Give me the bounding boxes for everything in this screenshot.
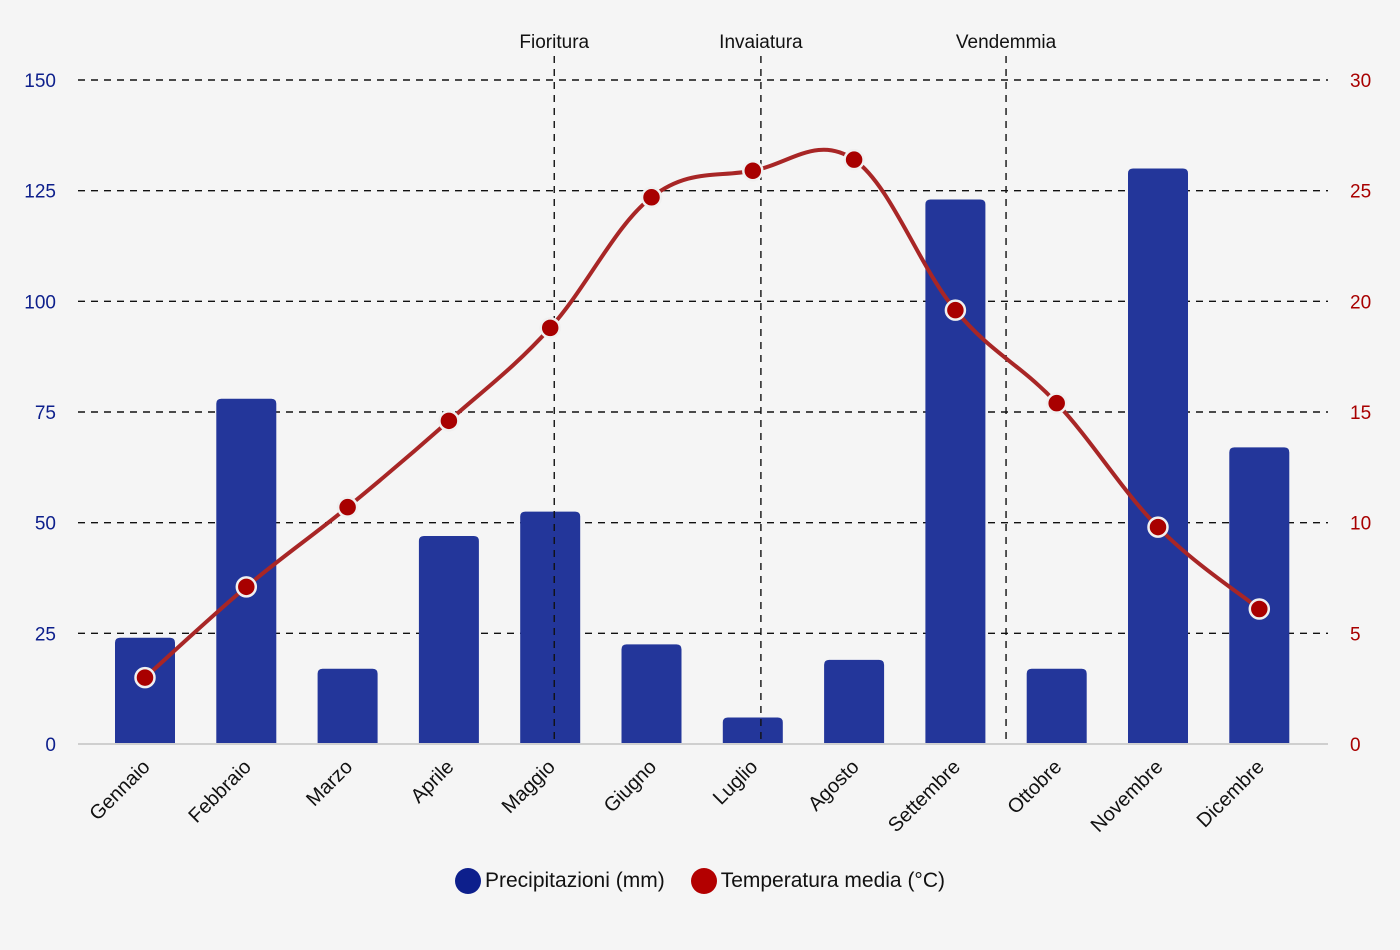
x-tick-label: Maggio (498, 756, 560, 818)
x-tick-label: Aprile (407, 756, 459, 808)
temperature-point[interactable] (640, 186, 663, 209)
precipitation-bar[interactable] (520, 511, 581, 744)
temperature-point[interactable] (944, 299, 967, 321)
y-right-tick-label: 20 (1350, 292, 1371, 313)
legend-label-temperature: Temperatura media (°C) (720, 869, 945, 892)
y-right-tick-label: 25 (1350, 182, 1371, 203)
precipitation-bar[interactable] (317, 668, 378, 744)
legend-item-temperature[interactable]: Temperatura media (°C) (690, 868, 945, 894)
precipitation-bar[interactable] (216, 398, 277, 744)
precipitation-bar[interactable] (115, 637, 175, 744)
temperature-point[interactable] (1248, 598, 1271, 620)
x-tick-label: Settembre (884, 756, 965, 837)
y-left-tick-label: 25 (35, 624, 56, 645)
legend-item-precipitation[interactable]: Precipitazioni (mm) (454, 868, 665, 894)
precipitation-bar[interactable] (722, 717, 783, 744)
x-tick-label: Marzo (302, 756, 357, 811)
precipitation-bar[interactable] (418, 535, 479, 744)
y-left-tick-label: 0 (45, 735, 56, 756)
precipitation-bar[interactable] (1128, 168, 1188, 745)
temperature-point[interactable] (742, 159, 764, 182)
legend-label-precipitation: Precipitazioni (mm) (484, 869, 665, 892)
y-left-tick-label: 50 (35, 514, 56, 535)
y-right-tick-label: 0 (1350, 735, 1361, 756)
x-tick-label: Novembre (1087, 756, 1168, 837)
temperature-point[interactable] (1045, 392, 1068, 414)
precipitation-legend-swatch-icon (454, 868, 481, 894)
x-tick-label: Luglio (709, 756, 762, 809)
x-tick-label: Agosto (804, 756, 864, 816)
temperature-point[interactable] (539, 317, 561, 339)
annotation-label: Vendemmia (956, 32, 1057, 53)
x-tick-label: Febbraio (184, 756, 255, 827)
precipitation-bar[interactable] (925, 199, 986, 744)
x-tick-label: Giugno (600, 756, 661, 817)
precipitation-bar[interactable] (621, 644, 682, 744)
y-left-tick-label: 125 (24, 182, 56, 203)
y-right-tick-label: 5 (1350, 624, 1361, 645)
x-tick-label: Ottobre (1004, 756, 1067, 819)
precipitation-bar[interactable] (1229, 447, 1290, 744)
y-left-tick-label: 100 (24, 292, 56, 313)
temperature-point[interactable] (438, 410, 460, 432)
temperature-point[interactable] (843, 148, 865, 171)
temperature-point[interactable] (235, 576, 258, 598)
temperature-legend-swatch-icon (690, 868, 717, 894)
y-right-tick-label: 30 (1350, 71, 1371, 92)
x-tick-label: Dicembre (1193, 756, 1269, 832)
y-right-tick-label: 10 (1350, 514, 1371, 535)
y-left-tick-label: 150 (24, 71, 56, 92)
legend: Precipitazioni (mm) Temperatura media (°… (0, 868, 1400, 894)
y-left-tick-label: 75 (35, 403, 56, 424)
annotation-label: Invaiatura (719, 32, 803, 53)
temperature-line (143, 147, 1261, 680)
y-right-tick-label: 15 (1350, 403, 1371, 424)
precipitation-bar[interactable] (824, 659, 885, 744)
temperature-point[interactable] (134, 666, 156, 689)
precipitation-bar[interactable] (1026, 668, 1087, 744)
x-tick-label: Gennaio (86, 756, 155, 825)
temperature-point[interactable] (336, 496, 359, 518)
annotation-label: Fioritura (519, 32, 589, 53)
temperature-point[interactable] (1147, 516, 1169, 538)
